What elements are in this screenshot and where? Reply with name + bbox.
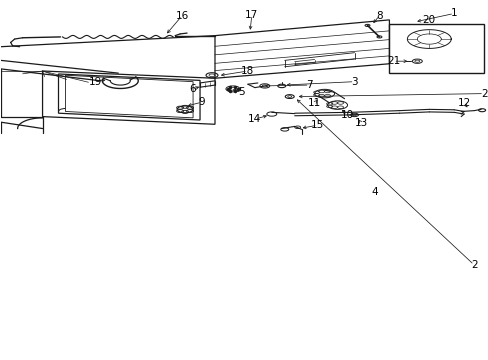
Text: 19: 19 bbox=[89, 77, 102, 87]
Text: 14: 14 bbox=[248, 114, 261, 124]
Text: 1: 1 bbox=[450, 9, 457, 18]
Text: 11: 11 bbox=[307, 98, 321, 108]
Text: 6: 6 bbox=[188, 84, 195, 94]
Text: 2: 2 bbox=[480, 89, 487, 99]
Text: 10: 10 bbox=[340, 110, 353, 120]
Text: 21: 21 bbox=[386, 56, 399, 66]
Text: 2: 2 bbox=[470, 260, 476, 270]
Text: 5: 5 bbox=[238, 87, 244, 97]
Text: 20: 20 bbox=[422, 15, 435, 25]
Text: 15: 15 bbox=[310, 120, 324, 130]
Text: 12: 12 bbox=[457, 98, 470, 108]
Text: 13: 13 bbox=[354, 118, 367, 129]
Text: 17: 17 bbox=[245, 10, 258, 20]
Text: 8: 8 bbox=[375, 10, 382, 21]
Text: 18: 18 bbox=[241, 66, 254, 76]
Text: 3: 3 bbox=[350, 77, 357, 87]
Text: 7: 7 bbox=[306, 80, 312, 90]
Text: 4: 4 bbox=[370, 188, 377, 197]
Bar bbox=[388, 24, 483, 73]
Text: 16: 16 bbox=[175, 10, 188, 21]
Text: 9: 9 bbox=[198, 97, 205, 107]
